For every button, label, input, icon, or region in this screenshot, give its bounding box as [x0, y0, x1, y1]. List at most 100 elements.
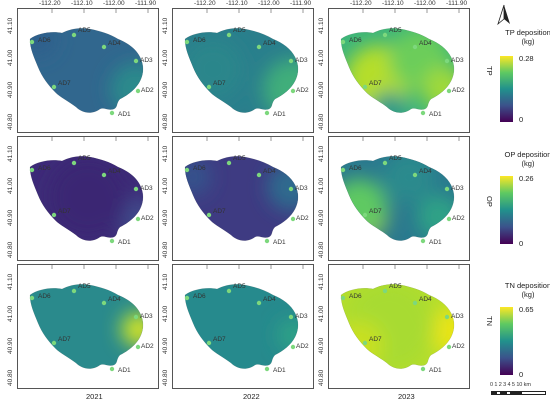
site-marker-ad2 [135, 344, 141, 350]
site-label-ad4: AD4 [263, 168, 276, 175]
site-label-ad2: AD2 [296, 343, 309, 350]
latitude-tick-label: 40.80 [7, 113, 14, 130]
site-label-ad5: AD5 [233, 155, 246, 162]
site-label-ad7: AD7 [369, 208, 382, 215]
site-marker-ad4 [412, 172, 418, 178]
site-label-ad2: AD2 [141, 87, 154, 94]
site-marker-ad1 [264, 110, 270, 116]
latitude-tick-label: 40.90 [318, 81, 325, 98]
map-panel-op-2021: AD1 AD2 AD3 AD4 AD5 AD6 AD7 [17, 136, 159, 261]
latitude-tick-label: 41.10 [318, 17, 325, 34]
map-panel-op-2022: AD1 AD2 AD3 AD4 AD5 AD6 AD7 [172, 136, 314, 261]
site-marker-ad3 [133, 314, 139, 320]
longitude-tick-label: -112.10 [226, 0, 248, 7]
site-marker-ad7 [362, 84, 368, 90]
latitude-tick-label: 40.80 [318, 241, 325, 258]
lake-map [29, 265, 149, 372]
legend-colorbar-tp [500, 56, 513, 122]
legend-title-tn: TN deposition (kg) [504, 281, 550, 299]
site-label-ad5: AD5 [78, 155, 91, 162]
site-label-ad1: AD1 [273, 239, 286, 246]
site-label-ad7: AD7 [213, 336, 226, 343]
site-label-ad6: AD6 [193, 165, 206, 172]
latitude-tick-label: 40.90 [318, 337, 325, 354]
site-marker-ad6 [184, 39, 190, 45]
map-panel-tp-2021: AD1 AD2 AD3 AD4 AD5 AD6 AD7 [17, 8, 159, 133]
site-label-ad2: AD2 [141, 343, 154, 350]
site-marker-ad3 [444, 58, 450, 64]
site-label-ad1: AD1 [118, 111, 131, 118]
latitude-tick-label: 41.00 [318, 305, 325, 322]
north-arrow-icon [497, 4, 510, 26]
site-label-ad4: AD4 [263, 296, 276, 303]
site-label-ad4: AD4 [419, 40, 432, 47]
legend-min-op: 0 [519, 239, 524, 248]
latitude-tick-label: 40.90 [162, 209, 169, 226]
latitude-tick-label: 40.90 [7, 81, 14, 98]
lake-map [29, 9, 149, 116]
legend-colorbar-op [500, 176, 513, 244]
site-marker-ad2 [290, 344, 296, 350]
site-marker-ad3 [444, 186, 450, 192]
latitude-tick-label: 41.10 [162, 17, 169, 34]
site-label-ad4: AD4 [419, 296, 432, 303]
latitude-tick-label: 40.80 [7, 369, 14, 386]
site-label-ad5: AD5 [389, 27, 402, 34]
site-marker-ad4 [101, 172, 107, 178]
site-label-ad6: AD6 [349, 165, 362, 172]
site-marker-ad7 [206, 84, 212, 90]
site-marker-ad7 [206, 212, 212, 218]
site-marker-ad2 [446, 216, 452, 222]
latitude-tick-label: 41.10 [7, 17, 14, 34]
latitude-tick-label: 40.80 [162, 113, 169, 130]
latitude-tick-label: 40.80 [318, 113, 325, 130]
site-label-ad6: AD6 [193, 37, 206, 44]
site-marker-ad7 [206, 340, 212, 346]
latitude-tick-label: 41.00 [7, 49, 14, 66]
site-marker-ad5 [226, 288, 232, 294]
site-marker-ad4 [256, 172, 262, 178]
site-label-ad7: AD7 [369, 336, 382, 343]
row-label-tn: TN [485, 316, 494, 326]
site-label-ad6: AD6 [349, 293, 362, 300]
site-marker-ad7 [51, 212, 57, 218]
row-label-op: OP [485, 196, 494, 207]
legend-title-op-line1: OP deposition [504, 150, 550, 159]
longitude-tick-label: -111.90 [446, 0, 468, 7]
legend-min-tn: 0 [519, 370, 524, 379]
site-marker-ad4 [256, 44, 262, 50]
site-label-ad7: AD7 [369, 80, 382, 87]
site-marker-ad2 [135, 216, 141, 222]
site-label-ad3: AD3 [140, 185, 153, 192]
site-label-ad7: AD7 [58, 336, 71, 343]
latitude-tick-label: 41.00 [318, 177, 325, 194]
latitude-tick-label: 41.10 [162, 273, 169, 290]
site-marker-ad3 [133, 58, 139, 64]
site-label-ad6: AD6 [38, 37, 51, 44]
site-label-ad2: AD2 [141, 215, 154, 222]
site-label-ad4: AD4 [108, 168, 121, 175]
legend-colorbar-tn [500, 307, 513, 375]
lake-map [340, 9, 460, 116]
site-marker-ad4 [256, 300, 262, 306]
scale-bar-text: 0 1 2 3 4 5 10 km [490, 382, 531, 388]
latitude-tick-label: 41.00 [162, 177, 169, 194]
site-marker-ad6 [29, 295, 35, 301]
latitude-tick-label: 40.80 [162, 369, 169, 386]
site-marker-ad4 [412, 44, 418, 50]
site-label-ad2: AD2 [296, 87, 309, 94]
site-marker-ad6 [29, 39, 35, 45]
legend-title-op: OP deposition (kg) [504, 150, 550, 168]
site-marker-ad3 [133, 186, 139, 192]
map-panel-tp-2022: AD1 AD2 AD3 AD4 AD5 AD6 AD7 [172, 8, 314, 133]
legend-title-tp-line2: (kg) [521, 37, 535, 46]
latitude-tick-label: 41.00 [162, 49, 169, 66]
site-label-ad2: AD2 [296, 215, 309, 222]
site-marker-ad1 [109, 238, 115, 244]
site-label-ad5: AD5 [78, 283, 91, 290]
site-label-ad4: AD4 [263, 40, 276, 47]
latitude-tick-label: 40.90 [162, 337, 169, 354]
site-marker-ad6 [340, 167, 346, 173]
longitude-tick-label: -112.20 [350, 0, 372, 7]
site-label-ad1: AD1 [273, 111, 286, 118]
